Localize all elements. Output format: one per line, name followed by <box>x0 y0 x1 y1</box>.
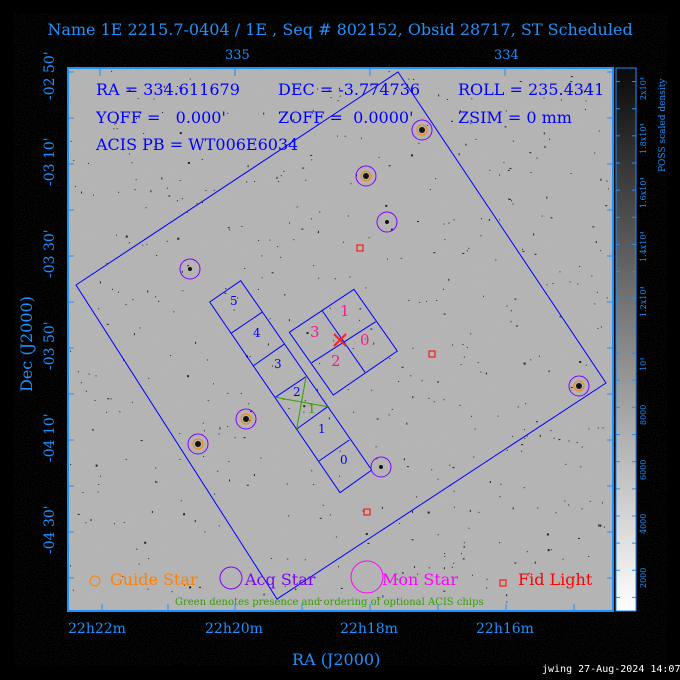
left-tick-label: -03 30' <box>42 229 58 278</box>
y-axis-label: Dec (J2000) <box>17 296 36 392</box>
plot-title: Name 1E 2215.7-0404 / 1E , Seq # 802152,… <box>47 20 633 39</box>
chip-label-s3: 3 <box>274 357 282 371</box>
guide-star-legend-icon <box>89 575 101 587</box>
acq-star-marker <box>187 433 209 455</box>
yoff-value: YOFF = 0.000' <box>96 108 226 127</box>
field-outline <box>75 71 607 600</box>
optional-chip-label: 1 <box>308 402 316 416</box>
left-tick-label: -03 10' <box>42 137 58 186</box>
acq-star-marker <box>411 119 433 141</box>
zsim-value: ZSIM = 0 mm <box>458 108 572 127</box>
acq-star-marker <box>376 211 398 233</box>
legend-fid-light: Fid Light <box>518 570 593 589</box>
chip-label-s2: 2 <box>293 385 301 399</box>
legend-guide-star: Guide Star <box>110 570 198 589</box>
left-tick-label: -02 50' <box>42 51 58 100</box>
acq-star-marker <box>235 408 257 430</box>
colorbar-tick-label: 2000 <box>639 567 648 589</box>
acq-star-marker <box>179 258 201 280</box>
colorbar-tick-label: 10⁴ <box>639 357 648 372</box>
acq-star-marker <box>568 375 590 397</box>
left-tick-label: -04 30' <box>42 505 58 554</box>
guide-star-marker <box>192 438 204 450</box>
guide-star-marker <box>416 124 428 136</box>
left-tick-label: -03 50' <box>42 321 58 370</box>
fid-light-marker <box>428 350 436 358</box>
chip-label-s0: 0 <box>340 453 348 467</box>
acis-pb-value: ACIS PB = WT006E6034 <box>96 135 299 154</box>
chip-label-s5: 5 <box>230 294 238 308</box>
top-tick-label: 334 <box>494 48 519 63</box>
guide-star-marker <box>573 380 585 392</box>
left-tick-label: -04 10' <box>42 413 58 462</box>
roll-value: ROLL = 235.4341 <box>458 80 605 99</box>
plot-frame <box>67 67 614 612</box>
acis-s-dividers <box>230 311 350 462</box>
chip-label-i1: 1 <box>340 302 350 320</box>
legend-acq-star: Acq Star <box>245 570 316 589</box>
x-axis-label: RA (J2000) <box>292 650 381 669</box>
aimpoint-x-icon <box>333 333 347 347</box>
chip-label-s4: 4 <box>253 326 261 340</box>
colorbar-tick-label: 1.6x10⁴ <box>639 177 648 209</box>
mon-star-legend-icon <box>350 560 384 594</box>
legend-mon-star: Mon Star <box>382 570 458 589</box>
colorbar-tick-label: 1.2x10⁴ <box>639 286 648 317</box>
guide-star-marker <box>360 170 372 182</box>
bottom-tick-label: 22h16m <box>476 621 534 637</box>
ra-value: RA = 334.611679 <box>96 80 240 99</box>
colorbar-tick-label: 1.4x10⁴ <box>639 231 648 263</box>
acq-star-marker <box>355 165 377 187</box>
chip-label-i2: 2 <box>331 352 341 370</box>
colorbar-label: POSS scaled density <box>658 78 668 172</box>
chip-label-i3: 3 <box>310 323 320 341</box>
acq-star-marker <box>370 456 392 478</box>
fid-light-legend-icon <box>499 579 507 587</box>
colorbar-tick-label: 4000 <box>639 513 648 534</box>
colorbar-tick-label: 8000 <box>639 405 648 426</box>
chip-label-s1: 1 <box>318 422 326 436</box>
acis-i-array <box>288 288 398 396</box>
colorbar-tick-label: 1.8x10⁴ <box>639 123 648 154</box>
footer-timestamp: jwing 27-Aug-2024 14:07 <box>542 664 680 675</box>
colorbar <box>615 67 637 612</box>
legend-note: Green denotes presence and ordering of o… <box>175 597 484 608</box>
colorbar-tick-label: 6000 <box>639 459 648 480</box>
optional-chip-marker <box>275 376 328 430</box>
fid-light-marker <box>363 508 371 516</box>
bottom-tick-label: 22h18m <box>340 621 398 637</box>
dec-value: DEC = -3.774736 <box>278 80 421 99</box>
bottom-tick-label: 22h20m <box>205 621 263 637</box>
bottom-tick-label: 22h22m <box>68 621 126 637</box>
zoff-value: ZOFF = 0.0000' <box>278 108 414 127</box>
fid-light-marker <box>356 244 364 252</box>
guide-star-marker <box>240 413 252 425</box>
top-tick-label: 335 <box>225 48 250 63</box>
chip-label-i0: 0 <box>360 331 370 349</box>
colorbar-tick-label: 2x10⁴ <box>639 76 648 100</box>
acq-star-legend-icon <box>219 566 243 590</box>
